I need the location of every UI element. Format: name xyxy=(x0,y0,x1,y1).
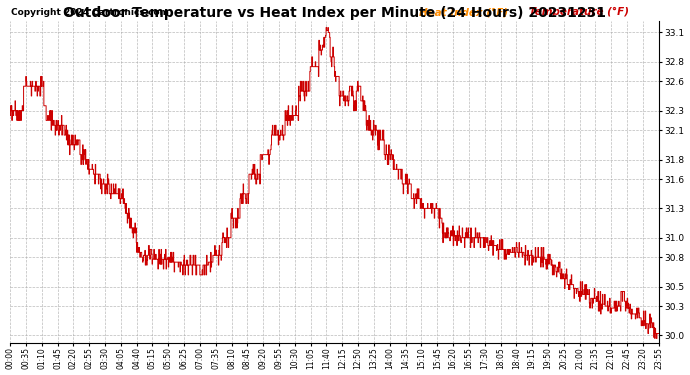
Text: Heat Index (°F): Heat Index (°F) xyxy=(419,8,508,18)
Text: Copyright 2024 Cartronics.com: Copyright 2024 Cartronics.com xyxy=(11,9,168,18)
Text: Temperature (°F): Temperature (°F) xyxy=(529,8,629,18)
Title: Outdoor Temperature vs Heat Index per Minute (24 Hours) 20231231: Outdoor Temperature vs Heat Index per Mi… xyxy=(63,6,606,20)
